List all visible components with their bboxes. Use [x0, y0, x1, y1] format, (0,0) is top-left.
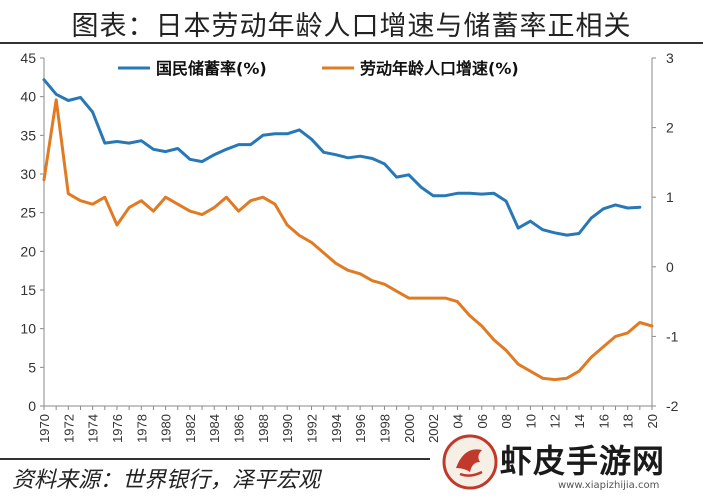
left-axis-tick-label: 25	[20, 205, 36, 221]
left-axis-tick-label: 30	[20, 166, 36, 182]
left-axis-tick-label: 35	[20, 127, 36, 143]
watermark-logo-icon	[442, 434, 498, 490]
x-axis-tick-label: 16	[596, 414, 611, 428]
right-axis-tick-label: 2	[666, 120, 674, 136]
right-axis-tick-label: 3	[666, 50, 674, 66]
watermark-text: 虾皮手游网	[500, 442, 666, 480]
watermark: 虾皮手游网 www.xiapizhijia.com	[440, 428, 703, 500]
x-axis-tick-label: 1976	[110, 414, 125, 443]
x-axis-tick-label: 1980	[159, 414, 174, 443]
x-axis-tick-label: 08	[499, 414, 514, 428]
legend-savings-label: 国民储蓄率(%)	[156, 59, 267, 78]
x-axis-tick-label: 1978	[134, 414, 149, 443]
x-axis-tick-label: 1982	[183, 414, 198, 443]
right-axis-tick-label: 0	[666, 259, 674, 275]
right-axis-tick-label: -1	[666, 328, 679, 344]
x-axis-tick-label: 1972	[61, 414, 76, 443]
x-axis-tick-label: 1988	[256, 414, 271, 443]
left-axis-tick-label: 15	[20, 282, 36, 298]
series-line-savings-rate	[42, 78, 642, 237]
x-axis-tick-label: 1990	[280, 414, 295, 443]
x-axis-tick-label: 1974	[86, 414, 101, 443]
x-axis-tick-label: 04	[450, 414, 465, 428]
x-axis-tick-label: 14	[572, 414, 587, 428]
right-axis-tick-label: -2	[666, 398, 679, 414]
left-axis-tick-label: 45	[20, 50, 36, 66]
left-axis-tick-label: 10	[20, 321, 36, 337]
page-title: 图表：日本劳动年龄人口增速与储蓄率正相关	[71, 11, 632, 42]
x-axis-tick-label: 1970	[37, 414, 52, 443]
title-rule	[0, 42, 703, 44]
left-axis-tick-label: 20	[20, 243, 36, 259]
x-axis-tick-label: 12	[548, 414, 563, 428]
x-axis-tick-label: 2002	[426, 414, 441, 443]
x-axis-tick-label: 1986	[232, 414, 247, 443]
source-note: 资料来源：世界银行，泽平宏观	[12, 468, 321, 493]
bottom-rule	[0, 458, 430, 460]
x-axis-tick-label: 06	[475, 414, 490, 428]
x-axis-tick-label: 18	[621, 414, 636, 428]
x-axis-tick-label: 10	[523, 414, 538, 428]
left-axis-tick-label: 5	[28, 359, 36, 375]
series-line-workforce-growth	[42, 98, 654, 382]
watermark-url: www.xiapizhijia.com	[558, 480, 660, 491]
x-axis-tick-label: 20	[645, 414, 660, 428]
legend-workforce-label: 劳动年龄人口增速(%)	[360, 59, 519, 78]
left-axis-tick-label: 0	[28, 398, 36, 414]
x-axis-tick-label: 1984	[207, 414, 222, 443]
x-axis-tick-label: 2000	[402, 414, 417, 443]
right-axis-tick-label: 1	[666, 189, 674, 205]
x-axis-tick-label: 1994	[329, 414, 344, 443]
left-axis-tick-label: 40	[20, 89, 36, 105]
x-axis-tick-label: 1996	[353, 414, 368, 443]
x-axis-tick-label: 1992	[305, 414, 320, 443]
x-axis-tick-label: 1998	[377, 414, 392, 443]
